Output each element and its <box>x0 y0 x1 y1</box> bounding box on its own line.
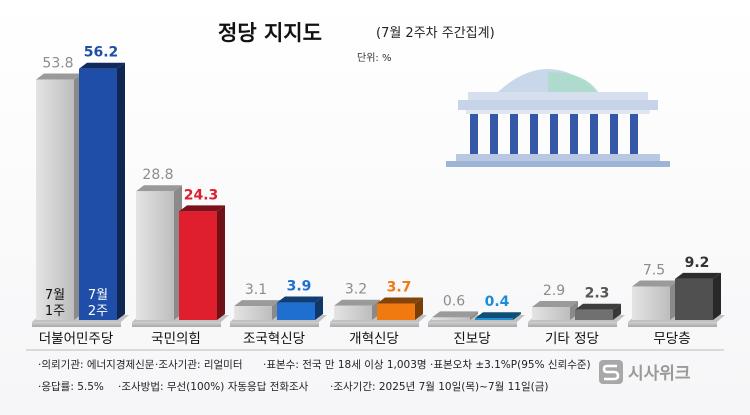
bar-top-prev-0 <box>36 73 82 80</box>
value-label-prev-1: 28.8 <box>142 167 173 183</box>
value-label-cur-6: 9.2 <box>685 255 710 271</box>
bar-base-front-0 <box>32 322 121 327</box>
footnote-error: ·표본오차 ±3.1%P(95% 신뢰수준) <box>430 359 591 371</box>
category-label-0: 더불어민주당 <box>39 331 114 347</box>
category-label-5: 기타 정당 <box>545 331 599 347</box>
category-label-6: 무당층 <box>653 331 690 347</box>
bar-top-cur-1 <box>179 205 225 212</box>
bar-top-cur-0 <box>79 62 125 69</box>
bar-top-cur-6 <box>675 272 721 279</box>
bar-top-prev-1 <box>136 185 182 192</box>
category-label-2: 조국혁신당 <box>243 331 305 347</box>
logo-text: 시사위크 <box>628 364 691 384</box>
series-label-prev-0: 7월 <box>45 288 65 303</box>
value-label-prev-5: 2.9 <box>543 283 565 299</box>
bar-cur-1 <box>179 211 217 320</box>
bars-layer: 53.8 56.2 더불어민주당 28.8 24.3 국민의힘 3.1 3.9 조국혁신당 3.2… <box>32 45 725 347</box>
footnote-method: ·조사방법: 무선(100%) 자동응답 전화조사 <box>118 381 309 393</box>
value-label-cur-4: 0.4 <box>485 294 510 310</box>
bar-cur-6 <box>675 278 713 320</box>
series-label-prev-1: 1주 <box>45 304 65 319</box>
national-assembly-building-icon <box>446 69 670 167</box>
bar-side-cur-4 <box>513 312 521 320</box>
series-label-cur-1: 2주 <box>88 304 108 319</box>
value-label-cur-1: 24.3 <box>184 187 219 203</box>
chart-title: 정당 지지도 <box>218 21 322 45</box>
value-label-prev-4: 0.6 <box>443 293 465 309</box>
footnote-sample: ·표본수: 전국 만 18세 이상 1,003명 <box>263 359 427 371</box>
footnotes: ·의뢰기관: 에너지경제신문 ·조사기관: 리얼미터 ·표본수: 전국 만 18… <box>38 358 591 393</box>
bar-top-prev-3 <box>334 299 380 306</box>
bar-prev-1 <box>136 191 174 320</box>
bar-side-cur-2 <box>315 296 323 320</box>
bar-top-prev-6 <box>632 280 678 287</box>
bar-top-prev-2 <box>234 300 280 307</box>
value-label-prev-3: 3.2 <box>345 282 367 298</box>
bar-top-prev-4 <box>432 311 478 318</box>
bar-cur-2 <box>277 302 315 320</box>
category-label-4: 진보당 <box>453 331 490 347</box>
bar-side-prev-4 <box>470 311 478 320</box>
bar-base-front-6 <box>628 322 717 327</box>
category-label-1: 국민의힘 <box>151 331 201 347</box>
series-label-cur-0: 7월 <box>88 288 108 303</box>
footnote-period: ·조사기간: 2025년 7월 10일(목)~7월 11일(금) <box>330 380 548 393</box>
bar-top-cur-5 <box>575 303 621 310</box>
unit-label: 단위: % <box>357 51 391 64</box>
footnote-requester: ·의뢰기관: 에너지경제신문 <box>38 358 155 371</box>
sisaweek-s-logo-icon <box>599 360 623 384</box>
chart-subtitle: (7월 2주차 주간집계) <box>376 26 495 41</box>
value-label-cur-0: 56.2 <box>84 45 119 61</box>
footnote-agency: ·조사기관: 리얼미터 <box>155 359 243 371</box>
bar-top-prev-5 <box>532 301 578 308</box>
bar-cur-4 <box>475 318 513 320</box>
bar-base-front-2 <box>230 322 319 327</box>
value-label-cur-3: 3.7 <box>387 279 412 295</box>
value-label-prev-0: 53.8 <box>42 55 73 71</box>
value-label-prev-6: 7.5 <box>643 262 665 278</box>
value-label-cur-5: 2.3 <box>585 286 610 302</box>
value-label-prev-2: 3.1 <box>245 282 267 298</box>
bar-prev-2 <box>234 306 272 320</box>
bar-prev-6 <box>632 286 670 320</box>
footnote-response-rate: ·응답률: 5.5% <box>38 381 104 393</box>
bar-cur-0 <box>79 68 117 320</box>
bar-cur-3 <box>377 303 415 320</box>
bar-prev-3 <box>334 305 372 320</box>
bar-base-front-4 <box>428 322 517 327</box>
bar-base-front-5 <box>528 322 617 327</box>
value-label-cur-2: 3.9 <box>287 279 312 295</box>
bar-top-cur-4 <box>475 312 521 319</box>
category-label-3: 개혁신당 <box>349 331 399 347</box>
bar-top-cur-2 <box>277 296 323 303</box>
bar-side-cur-0 <box>117 62 125 320</box>
bar-prev-0 <box>36 79 74 320</box>
bar-cur-5 <box>575 309 613 320</box>
bar-side-cur-3 <box>415 297 423 320</box>
bar-prev-4 <box>432 317 470 320</box>
bar-side-cur-6 <box>713 272 721 320</box>
bar-top-cur-3 <box>377 297 423 304</box>
bar-base-front-1 <box>132 322 221 327</box>
sisaweek-logo: 시사위크 <box>599 360 691 384</box>
bar-side-cur-1 <box>217 205 225 320</box>
bar-prev-5 <box>532 307 570 320</box>
bar-side-cur-5 <box>613 303 621 320</box>
bar-base-front-3 <box>330 322 419 327</box>
